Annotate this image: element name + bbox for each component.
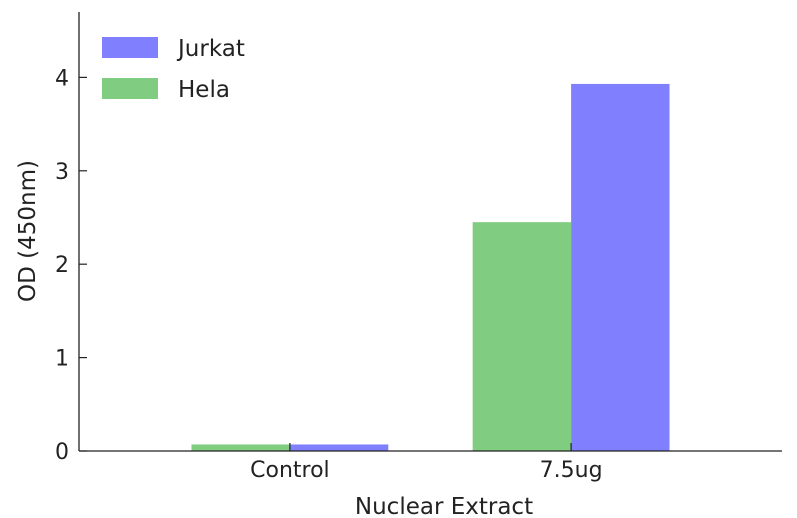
y-tick-label: 3 <box>55 160 69 185</box>
bar-jurkat-1 <box>571 83 670 452</box>
y-tick-label: 2 <box>55 253 69 278</box>
bar-jurkat-0 <box>289 444 389 451</box>
bars-layer <box>191 83 670 452</box>
legend-swatch-hela <box>102 78 158 99</box>
x-tick-label: 7.5ug <box>540 458 603 483</box>
bar-hela-0 <box>191 444 290 451</box>
y-tick-label: 1 <box>55 347 69 372</box>
y-ticks: 0 1 2 3 4 <box>55 66 87 465</box>
x-tick-label: Control <box>250 458 330 483</box>
x-axis-label: Nuclear Extract <box>355 494 533 518</box>
y-tick-label: 0 <box>55 440 69 465</box>
legend-swatch-jurkat <box>102 37 158 58</box>
y-axis-label: OD (450nm) <box>15 160 41 302</box>
legend-label-jurkat: Jurkat <box>176 36 245 62</box>
legend: Jurkat Hela <box>102 36 245 103</box>
bar-hela-1 <box>472 222 572 451</box>
y-tick-label: 4 <box>55 66 69 91</box>
x-ticks: Control 7.5ug <box>250 443 603 483</box>
legend-label-hela: Hela <box>178 77 230 103</box>
